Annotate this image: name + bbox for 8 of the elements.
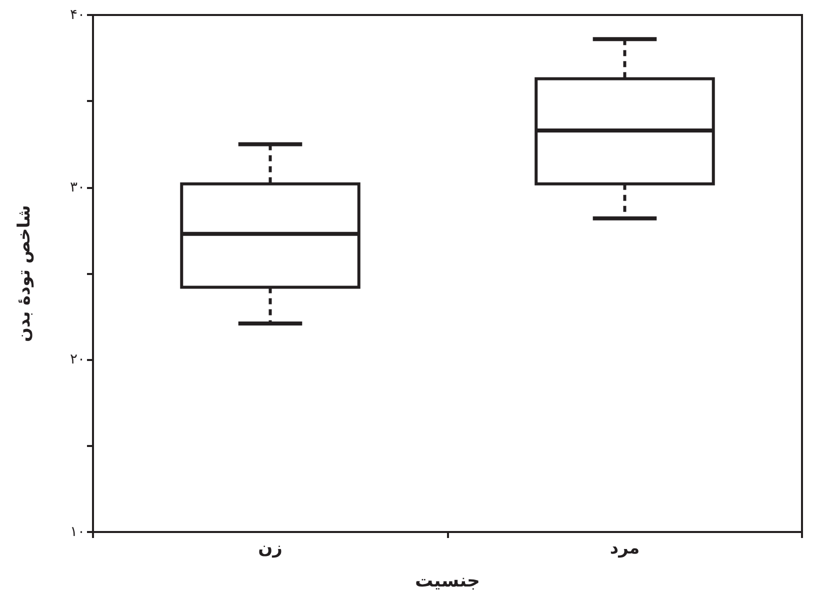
y-tick-label: ۳۰ <box>70 179 85 196</box>
x-tick-label: زن <box>258 538 282 558</box>
y-tick-label: ۴۰ <box>70 7 85 23</box>
y-axis-title: شاخص تودهٔ بدن <box>14 205 34 342</box>
y-tick-label: ۱۰ <box>70 524 85 540</box>
x-axis-title: جنسیت <box>414 570 480 592</box>
x-tick-label: مرد <box>610 538 640 558</box>
y-tick-label: ۲۰ <box>70 352 85 368</box>
